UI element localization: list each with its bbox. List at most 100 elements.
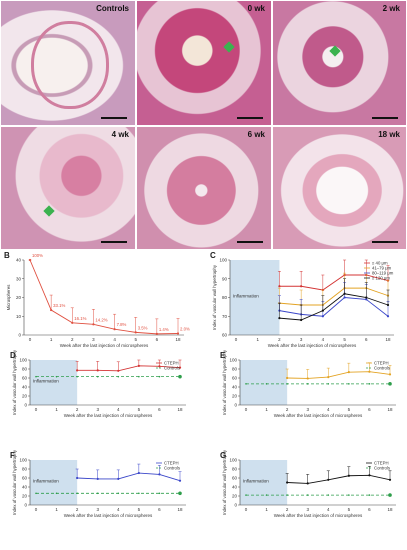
x-tick-label: 18 [387,407,393,412]
y-axis-label: Index of vascular wall hypertrophy [212,264,217,330]
legend-label: 80–119 μm [372,271,394,276]
legend-label: Controls [164,366,180,371]
y-tick-label: 100 [19,458,27,463]
y-tick-label: 60 [232,476,238,481]
data-point [137,471,140,475]
y-tick-label: 20 [232,494,238,499]
x-tick-label: 6 [158,407,161,412]
data-point [113,328,116,331]
x-tick-label: 18 [175,337,181,342]
y-tick-label: 20 [16,295,22,300]
x-tick-label: 0 [29,337,32,342]
data-label: 33.1% [53,303,65,308]
data-point [265,494,268,496]
data-point [117,369,120,372]
data-point [278,317,281,320]
data-point [286,481,289,484]
x-tick-label: 3 [306,407,309,412]
data-point [386,303,390,307]
legend-label: 41–79 μm [372,266,392,271]
data-point [306,377,309,380]
data-point [138,375,140,378]
data-point [35,492,37,495]
panel-letter-B: B [4,251,10,260]
y-tick-label: 0 [24,503,27,508]
y-tick-label: 40 [232,385,238,390]
x-axis-label: Week after the last injection of microsp… [274,513,363,518]
data-point [35,375,37,378]
data-point [327,383,330,385]
x-tick-label: 5 [134,337,137,342]
data-point [117,375,120,378]
x-tick-label: 4 [322,337,325,342]
tile-label: 2 wk [382,4,400,13]
x-tick-label: 5 [138,407,141,412]
data-point [28,258,32,262]
data-point [286,494,288,496]
tile-label: Controls [96,4,129,13]
inflammation-label: Inflammation [233,294,259,299]
data-point [306,482,309,485]
panel-letter-F: F [10,451,15,460]
x-tick-label: 18 [387,507,393,512]
data-label: 1.4% [159,327,169,332]
histology-tile-controls: Controls [0,0,136,126]
data-point [96,492,99,495]
data-point [388,373,392,376]
y-tick-label: 10 [16,314,22,319]
data-point [300,318,303,322]
legend-label: CTEPH [374,361,389,366]
data-point [321,315,324,318]
x-tick-label: 1 [55,407,58,412]
data-point [92,323,95,326]
data-point [76,476,79,480]
x-tick-label: 5 [138,507,141,512]
y-tick-label: 20 [232,394,238,399]
inflammation-label: Inflammation [33,379,59,384]
inflammation-band [230,260,280,335]
scale-bar [372,241,398,243]
x-tick-label: 6 [368,507,371,512]
y-tick-label: 100 [19,358,27,363]
inflammation-label: Inflammation [33,479,59,484]
data-label: 3.5% [138,325,148,330]
data-point [343,296,346,299]
y-tick-label: 20 [22,494,28,499]
data-point [71,321,74,324]
data-point [245,383,247,385]
y-tick-label: 0 [234,403,237,408]
data-point [158,375,161,378]
y-tick-label: 80 [22,467,28,472]
x-axis-label: Week after the last injection of microsp… [64,513,153,518]
y-tick-label: 60 [22,376,28,381]
x-tick-label: 4 [117,407,120,412]
data-point [158,492,161,495]
data-label: 14.2% [95,317,107,322]
x-tick-label: 0 [245,507,248,512]
y-tick-label: 100 [229,358,237,363]
y-tick-label: 100 [229,458,237,463]
inflammation-band [30,360,78,405]
x-tick-label: 6 [365,337,368,342]
data-point [158,365,161,368]
data-label: 2.0% [180,327,190,332]
x-tick-label: 4 [327,507,330,512]
panel-letter-E: E [220,351,226,360]
series-line-120m [279,293,389,321]
x-tick-label: 2 [286,407,289,412]
data-point [368,370,371,373]
x-axis-label: Week after the last injection of microsp… [64,413,153,418]
x-tick-label: 2 [278,337,281,342]
data-point [321,309,324,312]
data-point [327,494,330,496]
data-point [365,296,368,299]
data-point [327,478,330,481]
x-tick-label: 4 [117,507,120,512]
data-point [347,371,350,374]
data-point [178,479,182,482]
y-tick-label: 40 [22,485,28,490]
x-tick-label: 5 [348,407,351,412]
data-point [76,492,78,495]
